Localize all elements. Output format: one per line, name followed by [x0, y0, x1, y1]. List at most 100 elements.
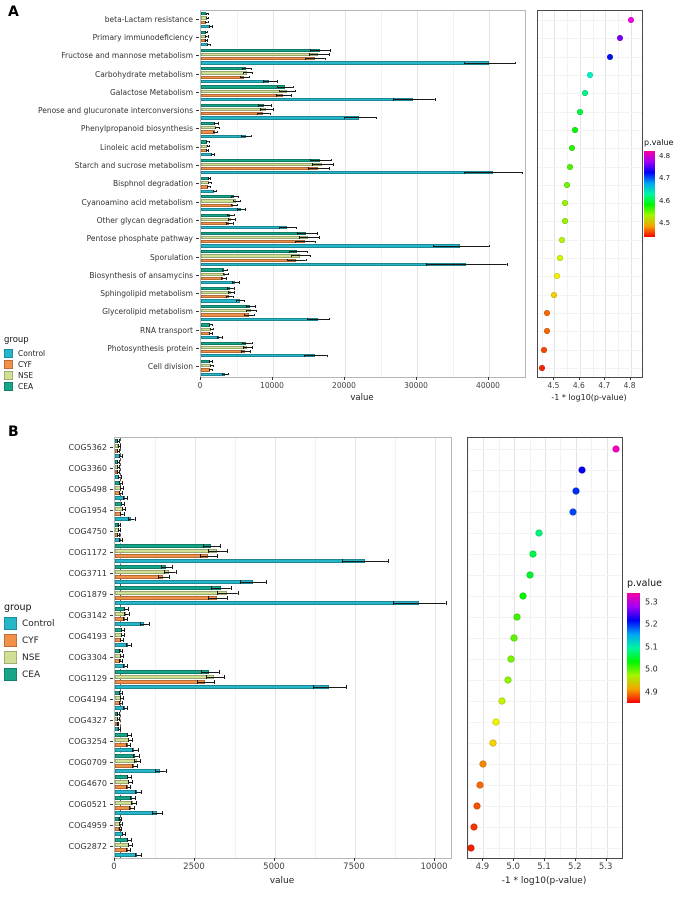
row-gridline: [468, 742, 622, 744]
bar-nse: [115, 528, 119, 532]
bar-cea: [201, 323, 211, 327]
bar-cyf: [201, 167, 318, 171]
bar-group: [115, 438, 451, 459]
bar-slot: [115, 659, 451, 663]
error-bar: [230, 204, 239, 207]
row-gridline: [468, 595, 622, 597]
error-bar: [117, 717, 120, 721]
error-bar: [206, 144, 211, 148]
panel-b-label: B: [8, 424, 19, 440]
error-bar: [242, 346, 254, 349]
bar-cea: [201, 286, 230, 290]
group-legend-items: Control CYF NSE CEA: [4, 617, 89, 681]
bar-slot: [115, 743, 451, 747]
bar-slot: [115, 533, 451, 537]
bar-nse: [115, 507, 123, 511]
error-bar: [221, 277, 228, 280]
error-bar: [124, 612, 130, 616]
bar-slot: [201, 134, 525, 138]
bar-slot: [115, 601, 451, 605]
minor-gridline: [592, 11, 594, 377]
tick-label: 40000: [476, 381, 500, 390]
bar-cea: [115, 754, 136, 758]
bar-slot: [115, 549, 451, 553]
bar-slot: [201, 57, 525, 61]
bar-nse: [115, 759, 137, 763]
error-bar: [221, 268, 229, 272]
bar-nse: [201, 272, 225, 276]
pvalue-dot: [587, 72, 593, 79]
row-gridline: [538, 111, 642, 113]
category-label: Phenylpropanoid biosynthesis: [0, 119, 199, 139]
bar-slot: [201, 286, 525, 290]
error-bar: [240, 350, 252, 353]
legend-item-label: Control: [18, 349, 46, 358]
error-bar: [205, 12, 210, 16]
minor-gridline: [236, 11, 238, 377]
bar-control: [201, 335, 219, 340]
legend-item-cyf: CYF: [4, 360, 84, 369]
bar-slot: [115, 586, 451, 590]
bar-slot: [115, 638, 451, 642]
error-bar: [196, 680, 215, 684]
major-gridline: [272, 11, 274, 377]
row-gridline: [538, 312, 642, 314]
row-gridline: [538, 148, 642, 150]
category-label: COG1172: [0, 542, 113, 563]
bar-slot: [115, 670, 451, 674]
category-label: Cell division: [0, 357, 199, 376]
bar-group: [201, 103, 525, 121]
bar-slot: [201, 12, 525, 16]
bar-control: [115, 811, 157, 815]
error-bar: [118, 817, 123, 821]
error-bar: [126, 733, 133, 737]
panel-b-bar-plot: [114, 437, 452, 859]
error-bar: [117, 460, 120, 464]
bar-control: [115, 748, 135, 752]
category-label: COG3711: [0, 563, 113, 584]
minor-gridline: [591, 438, 593, 858]
bar-slot: [201, 38, 525, 43]
error-bar: [117, 449, 121, 453]
bar-slot: [115, 439, 451, 443]
error-bar: [123, 496, 129, 500]
error-bar: [205, 35, 209, 38]
error-bar: [246, 309, 258, 313]
error-bar: [212, 189, 218, 193]
bar-cyf: [201, 57, 315, 61]
panel-a-pvalue-legend: p.value 4.8 4.7 4.6 4.5: [644, 138, 674, 237]
bar-control: [115, 685, 330, 689]
error-bar: [118, 701, 123, 705]
tick-label: 10000: [420, 862, 448, 872]
bar-cyf: [201, 148, 207, 152]
minor-gridline: [498, 438, 500, 858]
bar-slot: [201, 85, 525, 89]
tick-label: 20000: [332, 381, 356, 390]
error-bar: [118, 491, 123, 495]
bar-slot: [115, 838, 451, 842]
error-bar: [226, 222, 234, 225]
bar-slot: [115, 691, 451, 695]
error-bar: [343, 116, 378, 120]
error-bar: [120, 502, 126, 506]
bar-nse: [115, 780, 130, 784]
category-label: COG4750: [0, 521, 113, 542]
bar-cea: [115, 523, 119, 527]
bar-control: [115, 454, 120, 458]
error-bar: [242, 71, 254, 75]
pvalue-legend-title: p.value: [644, 138, 674, 147]
row-gridline: [468, 553, 622, 555]
pvalue-legend-title: p.value: [627, 578, 662, 589]
bar-slot: [201, 24, 525, 29]
bar-slot: [115, 817, 451, 821]
bar-control: [201, 79, 270, 83]
tick-mark: [343, 377, 345, 380]
tick-label: 4.7: [598, 381, 611, 390]
bar-slot: [201, 53, 525, 57]
bar-control: [201, 207, 241, 212]
bar-slot: [201, 34, 525, 38]
bar-slot: [201, 313, 525, 317]
bar-nse: [115, 465, 118, 469]
bar-slot: [115, 491, 451, 495]
row-gridline: [538, 258, 642, 260]
